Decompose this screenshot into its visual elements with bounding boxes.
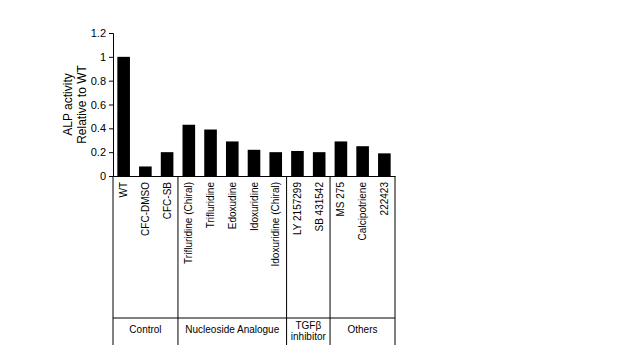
x-tick-label: SB 431542 xyxy=(314,182,325,232)
chart: 0 0.2 0.4 0.6 0.8 1 1.2 WT CFC-DMSO CFC-SB Triflur… xyxy=(0,0,629,362)
x-tick-label: Idoxuridine (Chiral) xyxy=(270,182,281,266)
y-tick-mark xyxy=(109,152,113,153)
x-tick: Idoxuridine xyxy=(249,182,260,231)
x-tick-label: Edoxudine xyxy=(227,182,238,230)
x-tick: CFC-DMSO xyxy=(140,182,151,236)
group-divider xyxy=(330,176,331,345)
bar xyxy=(139,166,152,176)
group-divider xyxy=(395,176,396,345)
y-tick-mark xyxy=(109,176,113,177)
y-tick: 1 xyxy=(100,51,113,63)
bar xyxy=(248,150,261,176)
x-tick: Idoxuridine (Chiral) xyxy=(270,182,281,266)
x-tick-label: WT xyxy=(118,182,129,198)
bar xyxy=(335,141,348,176)
bar xyxy=(161,152,174,176)
x-tick-label: Calcipotriene xyxy=(357,182,368,241)
y-tick: 0 xyxy=(100,170,113,182)
group-label: Nucleoside Analogue xyxy=(185,324,279,335)
x-tick: SB 431542 xyxy=(314,182,325,232)
y-tick: 0.4 xyxy=(91,122,113,134)
y-axis-line xyxy=(109,34,114,177)
bar xyxy=(378,153,391,176)
x-tick: WT xyxy=(118,182,129,198)
x-axis-line xyxy=(114,176,396,177)
x-tick: Edoxudine xyxy=(227,182,238,230)
x-tick-label: Trifluridine (Chiral) xyxy=(183,182,194,264)
y-axis: 0 0.2 0.4 0.6 0.8 1 1.2 xyxy=(91,27,114,182)
bar xyxy=(183,125,196,176)
group-divider xyxy=(177,176,178,345)
x-tick: 222423 xyxy=(379,182,390,216)
bar xyxy=(204,130,217,176)
group-label: TGFβinhibitor xyxy=(291,320,327,342)
x-tick: Trifluridine xyxy=(205,182,216,229)
x-tick: LY 2157299 xyxy=(292,182,303,235)
group-line xyxy=(113,318,395,319)
x-tick-label: MS 275 xyxy=(335,182,346,217)
x-tick: MS 275 xyxy=(335,182,346,217)
bar xyxy=(291,151,304,176)
x-tick-label: Idoxuridine xyxy=(249,182,260,231)
x-tick-label: CFC-SB xyxy=(162,182,173,220)
group-label-line: TGFβ xyxy=(295,320,321,331)
groups: Control Nucleoside Analogue TGFβinhibitor O… xyxy=(113,176,395,345)
x-tick: Calcipotriene xyxy=(357,182,368,241)
y-tick-label: 1 xyxy=(100,51,106,63)
group-label: Others xyxy=(348,324,378,335)
bar xyxy=(313,152,326,176)
y-tick: 1.2 xyxy=(91,27,113,39)
y-tick-label: 0.8 xyxy=(91,75,106,87)
y-tick-label: 1.2 xyxy=(91,27,106,39)
y-tick: 0.2 xyxy=(91,146,113,158)
bar xyxy=(117,57,130,176)
y-tick-label: 0.2 xyxy=(91,146,106,158)
bars xyxy=(117,57,390,176)
y-tick: 0.6 xyxy=(91,99,113,111)
x-tick: CFC-SB xyxy=(162,182,173,220)
y-tick-mark xyxy=(109,105,113,106)
x-tick: Trifluridine (Chiral) xyxy=(183,182,194,264)
y-tick-label: 0.6 xyxy=(91,99,106,111)
x-tick-label: Trifluridine xyxy=(205,182,216,229)
y-tick-mark xyxy=(109,57,113,58)
group-label-line: inhibitor xyxy=(291,331,327,342)
y-tick-mark xyxy=(109,81,113,82)
group-divider xyxy=(113,176,114,345)
y-tick-mark xyxy=(109,33,113,34)
y-tick-label: 0 xyxy=(100,170,106,182)
y-tick-mark xyxy=(109,128,113,129)
y-tick-label: 0.4 xyxy=(91,122,106,134)
x-tick-label: CFC-DMSO xyxy=(140,182,151,236)
x-tick-label: LY 2157299 xyxy=(292,182,303,235)
group-label: Control xyxy=(129,324,161,335)
bar xyxy=(356,146,369,176)
bar xyxy=(269,152,282,176)
y-axis-title: ALP activityRelative to WT xyxy=(61,64,89,143)
x-axis: WT CFC-DMSO CFC-SB Trifluridine (Chiral) Tri… xyxy=(114,177,396,267)
y-tick: 0.8 xyxy=(91,75,113,87)
x-tick-label: 222423 xyxy=(379,182,390,216)
y-axis-title-line: Relative to WT xyxy=(75,64,89,143)
group-divider xyxy=(286,176,287,345)
y-axis-title-line: ALP activity xyxy=(61,73,75,135)
bar xyxy=(226,141,239,176)
